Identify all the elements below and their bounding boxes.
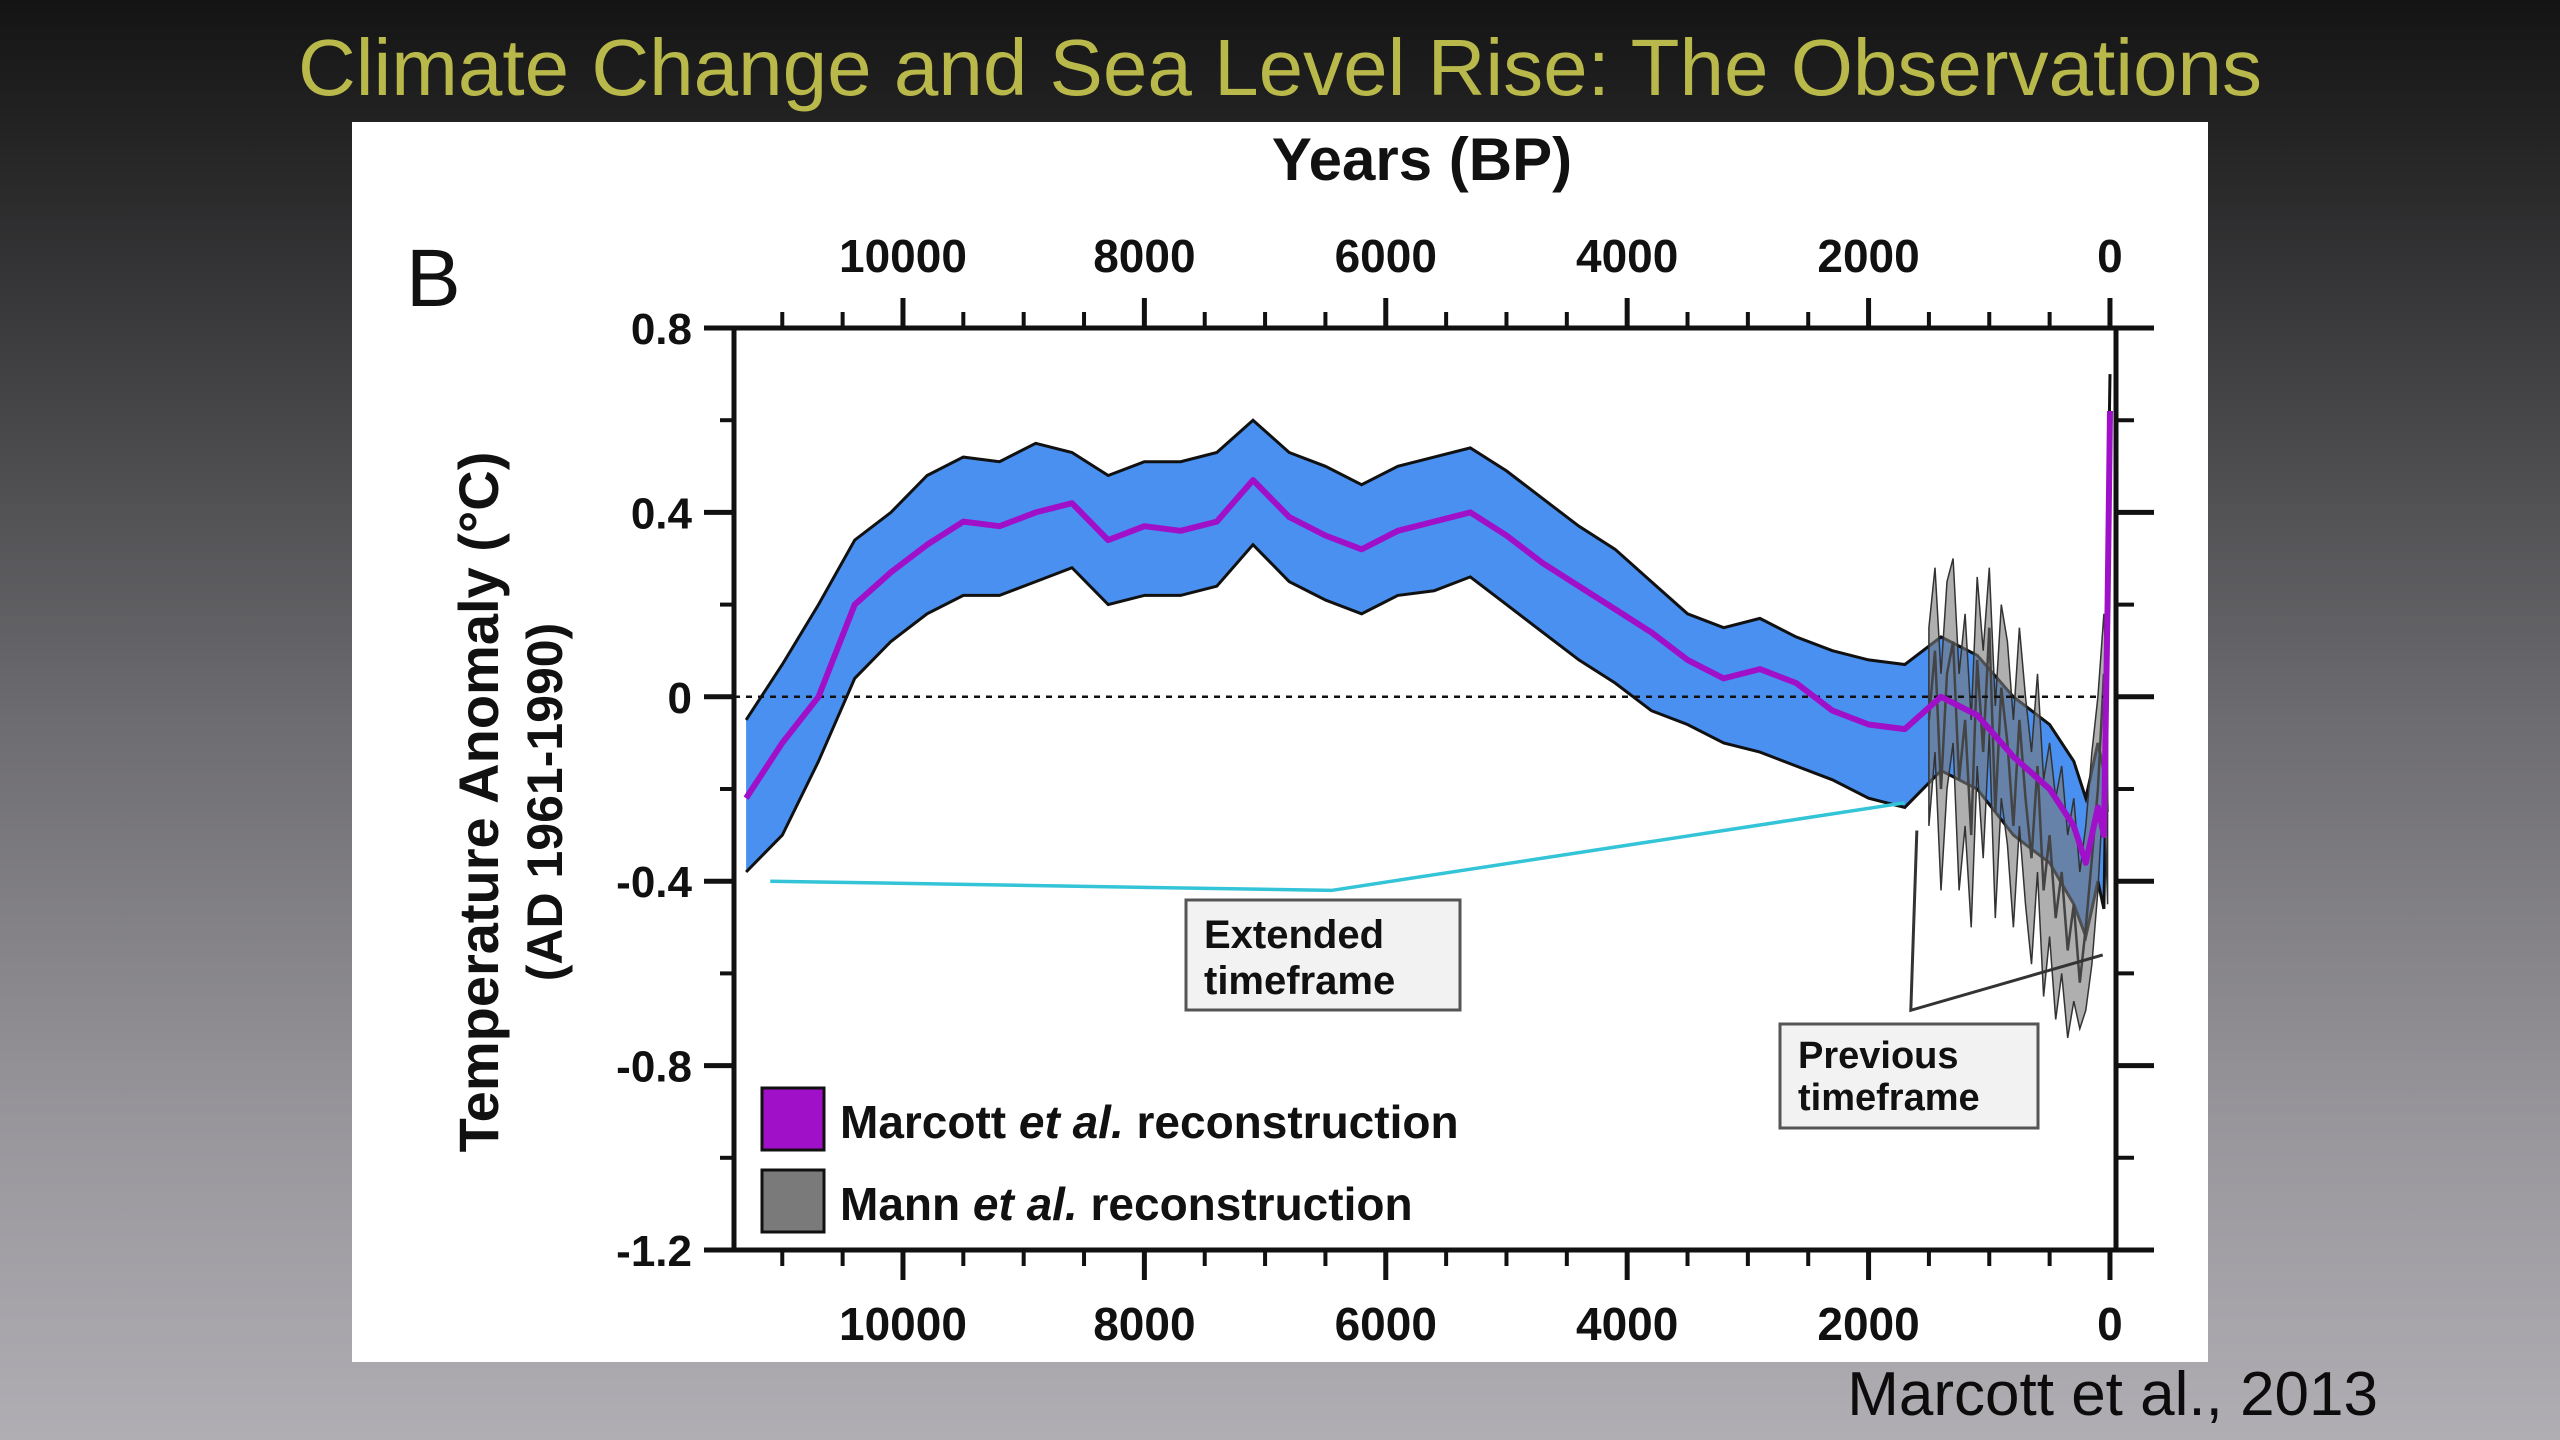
x-tick-label-bottom: 8000 [1093, 1298, 1195, 1350]
legend-swatch-marcott [760, 1086, 826, 1152]
x-tick-label-top: 10000 [839, 230, 967, 282]
citation: Marcott et al., 2013 [1847, 1360, 2378, 1429]
y-tick-label: 0 [668, 674, 692, 723]
extended-timeframe-label: Extended [1204, 913, 1384, 957]
previous-timeframe-label: Previous [1798, 1035, 1959, 1077]
legend-label-mann: Mann et al. reconstruction [840, 1178, 1413, 1230]
x-tick-label-top: 4000 [1576, 230, 1678, 282]
previous-timeframe-leader [1909, 830, 2104, 1013]
extended-timeframe-label: timeframe [1204, 959, 1395, 1003]
legend: Marcott et al. reconstruction Mann et al… [760, 1086, 1459, 1234]
slide-title: Climate Change and Sea Level Rise: The O… [297, 23, 2263, 112]
y-axis-subtitle: (AD 1961-1990) [517, 623, 573, 982]
y-tick-label: -0.4 [616, 858, 692, 907]
x-tick-label-bottom: 2000 [1817, 1298, 1919, 1350]
previous-timeframe-box [1778, 1022, 2040, 1130]
y-tick-label: -0.8 [616, 1043, 692, 1092]
temperature-anomaly-chart: B Years (BP) Temperature Anomaly (°C) (A… [406, 126, 2154, 1350]
x-tick-label-bottom: 6000 [1335, 1298, 1437, 1350]
legend-label-marcott: Marcott et al. reconstruction [840, 1096, 1459, 1148]
x-tick-label-bottom: 4000 [1576, 1298, 1678, 1350]
x-tick-label-top: 8000 [1093, 230, 1195, 282]
x-tick-label-bottom: 10000 [839, 1298, 967, 1350]
panel-label: B [406, 233, 461, 324]
y-tick-label: 0.4 [631, 489, 693, 538]
y-axis-title: Temperature Anomaly (°C) [447, 452, 510, 1153]
x-tick-label-top: 0 [2097, 230, 2123, 282]
x-tick-label-top: 6000 [1335, 230, 1437, 282]
previous-timeframe-label: timeframe [1798, 1077, 1980, 1119]
marcott-band-upper-edge [744, 374, 2112, 804]
x-tick-label-top: 2000 [1817, 230, 1919, 282]
axes: 10000 10000 8000 8000 6000 6000 4000 4000 2000 20… [616, 230, 2154, 1350]
x-tick-label-bottom: 0 [2097, 1298, 2123, 1350]
extended-timeframe-leader [770, 801, 1906, 893]
y-tick-label: 0.8 [631, 305, 692, 354]
y-tick-label: -1.2 [616, 1227, 692, 1276]
extended-timeframe-box [1184, 898, 1462, 1012]
legend-swatch-mann [760, 1168, 826, 1234]
x-axis-title: Years (BP) [1272, 126, 1572, 193]
marcott-series-line [743, 410, 2113, 866]
chart-figure: B Years (BP) Temperature Anomaly (°C) (A… [352, 122, 2208, 1362]
mann-series-line [1927, 627, 2109, 983]
plot-area [734, 374, 2116, 1039]
mann-uncertainty-band [1928, 558, 2109, 1039]
